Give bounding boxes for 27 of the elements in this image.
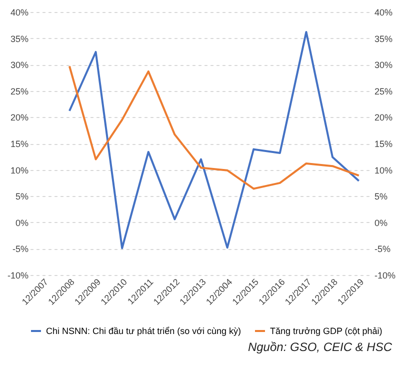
y2-tick-label: -10% <box>374 270 396 280</box>
y-tick-label: 20% <box>10 112 28 123</box>
y-tick-label: -10% <box>7 270 28 280</box>
y-tick-label: 30% <box>10 60 28 70</box>
legend-label: Tăng trưởng GDP (cột phải) <box>270 326 382 336</box>
y-tick-label: 10% <box>10 165 28 176</box>
y-tick-label: 0% <box>15 218 28 228</box>
y2-tick-label: 5% <box>374 192 388 202</box>
y2-tick-label: 40% <box>374 8 393 18</box>
legend-label: Chi NSNN: Chi đầu tư phát triển (so với cùng kỳ) <box>46 326 241 336</box>
text: Nguồn: GSO, CEIC & HSC <box>246 340 393 354</box>
y2-tick-label: 25% <box>374 86 393 96</box>
y-tick-label: 40% <box>10 8 28 18</box>
y2-tick-label: 0% <box>374 218 388 228</box>
y-tick-label: 25% <box>10 86 28 96</box>
y2-tick-label: -5% <box>374 244 391 254</box>
y2-tick-label: 20% <box>374 112 393 123</box>
line-series <box>68 65 360 190</box>
line-series <box>68 30 360 250</box>
y-tick-label: 35% <box>10 34 28 44</box>
y2-tick-label: 15% <box>374 139 393 149</box>
y-tick-label: 5% <box>15 192 28 202</box>
y2-tick-label: 10% <box>374 165 393 176</box>
y-tick-label: 15% <box>10 139 28 149</box>
y-tick-label: -5% <box>12 244 28 254</box>
y2-tick-label: 30% <box>374 60 393 70</box>
y2-tick-label: 35% <box>374 34 393 44</box>
